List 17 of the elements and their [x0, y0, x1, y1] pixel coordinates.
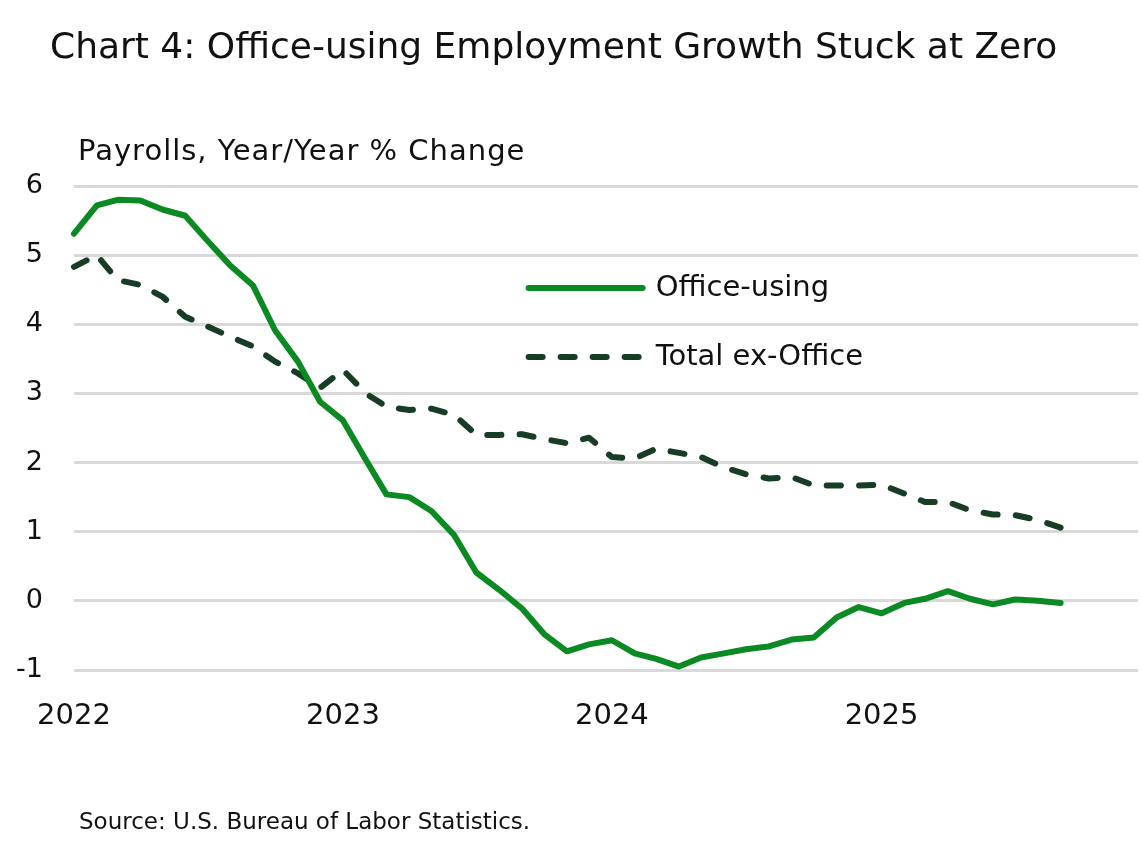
- legend-label: Office-using: [655, 268, 830, 303]
- y-tick-label: -1: [16, 652, 43, 684]
- y-tick-label: 6: [25, 168, 43, 200]
- y-tick-label: 5: [25, 237, 43, 269]
- y-tick-label: 4: [25, 306, 43, 338]
- x-tick-label: 2022: [37, 696, 111, 731]
- x-tick-label: 2024: [574, 696, 649, 731]
- x-tick-label: 2025: [844, 696, 919, 731]
- y-tick-label: 0: [25, 582, 43, 614]
- x-tick-label: 2023: [306, 696, 380, 731]
- y-tick-label: 2: [25, 444, 43, 476]
- chart-title: Chart 4: Office-using Employment Growth Stuck at Zero: [50, 24, 1058, 68]
- y-tick-label: 3: [25, 375, 43, 407]
- source-note: Source: U.S. Bureau of Labor Statistics.: [79, 807, 531, 836]
- y-axis-title: Payrolls, Year/Year % Change: [78, 132, 526, 169]
- legend-label: Total ex-Office: [654, 337, 864, 372]
- y-tick-label: 1: [25, 513, 43, 545]
